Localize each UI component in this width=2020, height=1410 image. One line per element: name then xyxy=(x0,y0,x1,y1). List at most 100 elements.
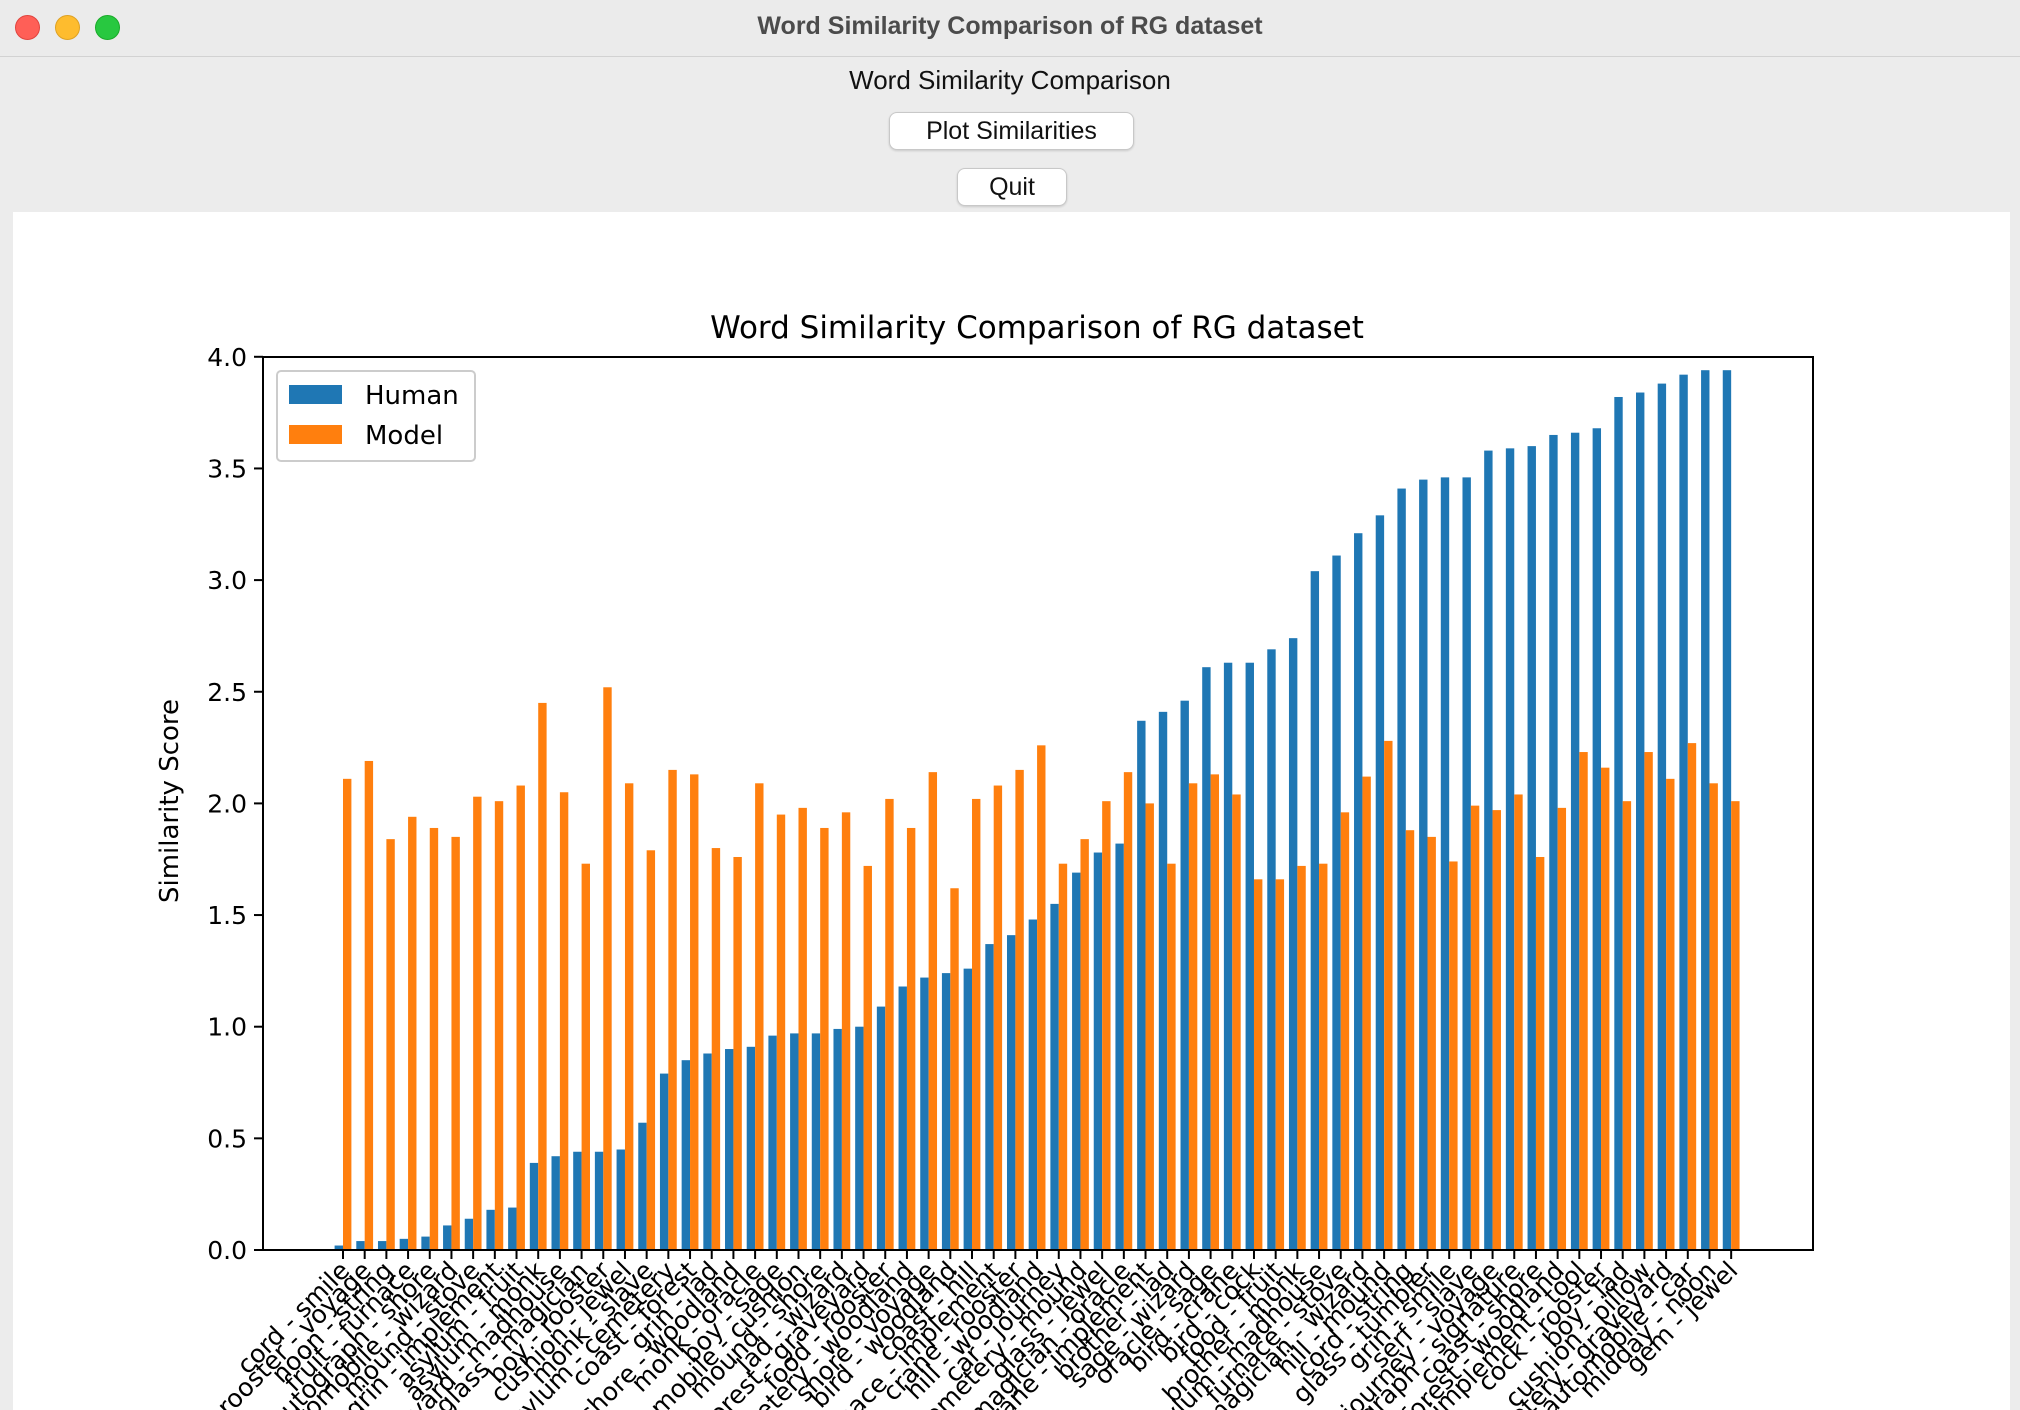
app-heading: Word Similarity Comparison xyxy=(849,65,1171,95)
bar-model xyxy=(1449,861,1458,1250)
bar-human xyxy=(551,1156,560,1250)
bar-human xyxy=(638,1122,647,1250)
bar-model xyxy=(993,785,1003,1250)
chart-title: Word Similarity Comparison of RG dataset xyxy=(710,310,1364,346)
bar-human xyxy=(1397,488,1406,1250)
bar-human xyxy=(421,1236,430,1250)
bar-human xyxy=(703,1053,712,1250)
bar-model xyxy=(1535,856,1545,1250)
bar-human xyxy=(464,1218,474,1250)
bar-model xyxy=(1080,839,1089,1250)
bar-model xyxy=(1492,810,1501,1250)
bar-model xyxy=(1601,767,1610,1250)
y-tick-label: 2.5 xyxy=(207,678,247,707)
bar-model xyxy=(386,839,395,1250)
minimize-window-button[interactable] xyxy=(55,15,80,40)
bar-human xyxy=(1614,396,1623,1250)
bar-model xyxy=(690,774,699,1250)
bar-human xyxy=(573,1151,582,1250)
bar-model xyxy=(1037,745,1046,1250)
plot-similarities-button[interactable]: Plot Similarities xyxy=(889,112,1134,150)
bar-model xyxy=(885,798,894,1250)
bar-human xyxy=(898,986,907,1250)
bar-model xyxy=(429,827,439,1250)
title-bar: Word Similarity Comparison of RG dataset xyxy=(0,0,2020,57)
bar-model xyxy=(1015,769,1024,1250)
bar-human xyxy=(1050,903,1059,1250)
bar-human xyxy=(876,1006,886,1250)
legend-label-model: Model xyxy=(365,421,443,451)
bar-model xyxy=(1579,752,1588,1250)
bar-model xyxy=(364,760,374,1250)
bar-model xyxy=(1622,801,1632,1250)
bar-model xyxy=(1210,774,1219,1250)
plot-canvas: Word Similarity Comparison of RG dataset… xyxy=(13,212,2010,1410)
bar-human xyxy=(1462,477,1471,1250)
bar-human xyxy=(811,1033,821,1250)
bar-human xyxy=(1202,667,1211,1250)
bar-model xyxy=(646,850,656,1250)
bar-model xyxy=(1687,743,1697,1250)
bar-human xyxy=(594,1151,604,1250)
bar-model xyxy=(1709,783,1718,1250)
bar-human xyxy=(768,1035,777,1250)
bar-human xyxy=(920,977,929,1250)
bars xyxy=(334,370,1740,1251)
bar-model xyxy=(1232,794,1241,1250)
bar-human xyxy=(1028,919,1038,1250)
y-tick-label: 0.5 xyxy=(207,1124,247,1153)
bar-model xyxy=(1644,752,1653,1250)
bar-human xyxy=(985,944,994,1250)
bar-model xyxy=(1362,776,1371,1250)
legend: Human Model xyxy=(276,370,476,462)
bar-human xyxy=(1180,700,1189,1250)
bar-model xyxy=(624,783,634,1250)
bar-model xyxy=(1384,740,1393,1250)
bar-human xyxy=(1223,662,1233,1250)
bar-model xyxy=(1188,783,1198,1250)
y-tick-label: 3.5 xyxy=(207,454,247,483)
bar-human xyxy=(1375,515,1385,1250)
bar-human xyxy=(1701,370,1710,1250)
bar-model xyxy=(451,836,460,1250)
bar-human xyxy=(659,1073,669,1250)
bar-model xyxy=(538,702,547,1250)
bar-human xyxy=(1245,662,1254,1250)
bar-human xyxy=(941,973,951,1250)
bar-model xyxy=(711,848,721,1250)
bar-human xyxy=(1636,392,1645,1250)
bar-human xyxy=(399,1238,409,1251)
bar-human xyxy=(833,1028,842,1250)
y-tick-label: 1.0 xyxy=(207,1013,247,1042)
bar-human xyxy=(1072,872,1081,1250)
bar-human xyxy=(1722,370,1732,1250)
close-window-button[interactable] xyxy=(15,15,40,40)
bar-human xyxy=(529,1162,539,1250)
bar-human xyxy=(1310,571,1320,1250)
bar-human xyxy=(790,1033,799,1250)
bar-model xyxy=(1514,794,1523,1250)
bar-model xyxy=(1123,772,1133,1250)
zoom-window-button[interactable] xyxy=(95,15,120,40)
bar-human xyxy=(963,968,973,1250)
window-title: Word Similarity Comparison of RG dataset xyxy=(757,12,1263,40)
bar-model xyxy=(972,798,981,1250)
y-tick-label: 1.5 xyxy=(207,901,247,930)
bar-model xyxy=(950,888,959,1250)
axes-frame xyxy=(262,356,1814,1251)
bar-human xyxy=(1679,374,1688,1250)
bar-model xyxy=(1666,778,1675,1250)
bar-model xyxy=(668,769,677,1250)
bar-model xyxy=(343,778,352,1250)
bar-human xyxy=(356,1241,365,1250)
quit-button[interactable]: Quit xyxy=(957,168,1067,206)
bar-human xyxy=(1288,638,1298,1250)
bar-human xyxy=(1158,711,1168,1250)
bar-model xyxy=(408,816,417,1250)
bar-model xyxy=(776,814,786,1251)
bar-human xyxy=(1332,555,1341,1250)
bar-human xyxy=(1006,935,1016,1250)
bar-human xyxy=(1570,432,1580,1251)
bar-model xyxy=(1275,879,1285,1250)
bar-model xyxy=(1253,879,1263,1250)
